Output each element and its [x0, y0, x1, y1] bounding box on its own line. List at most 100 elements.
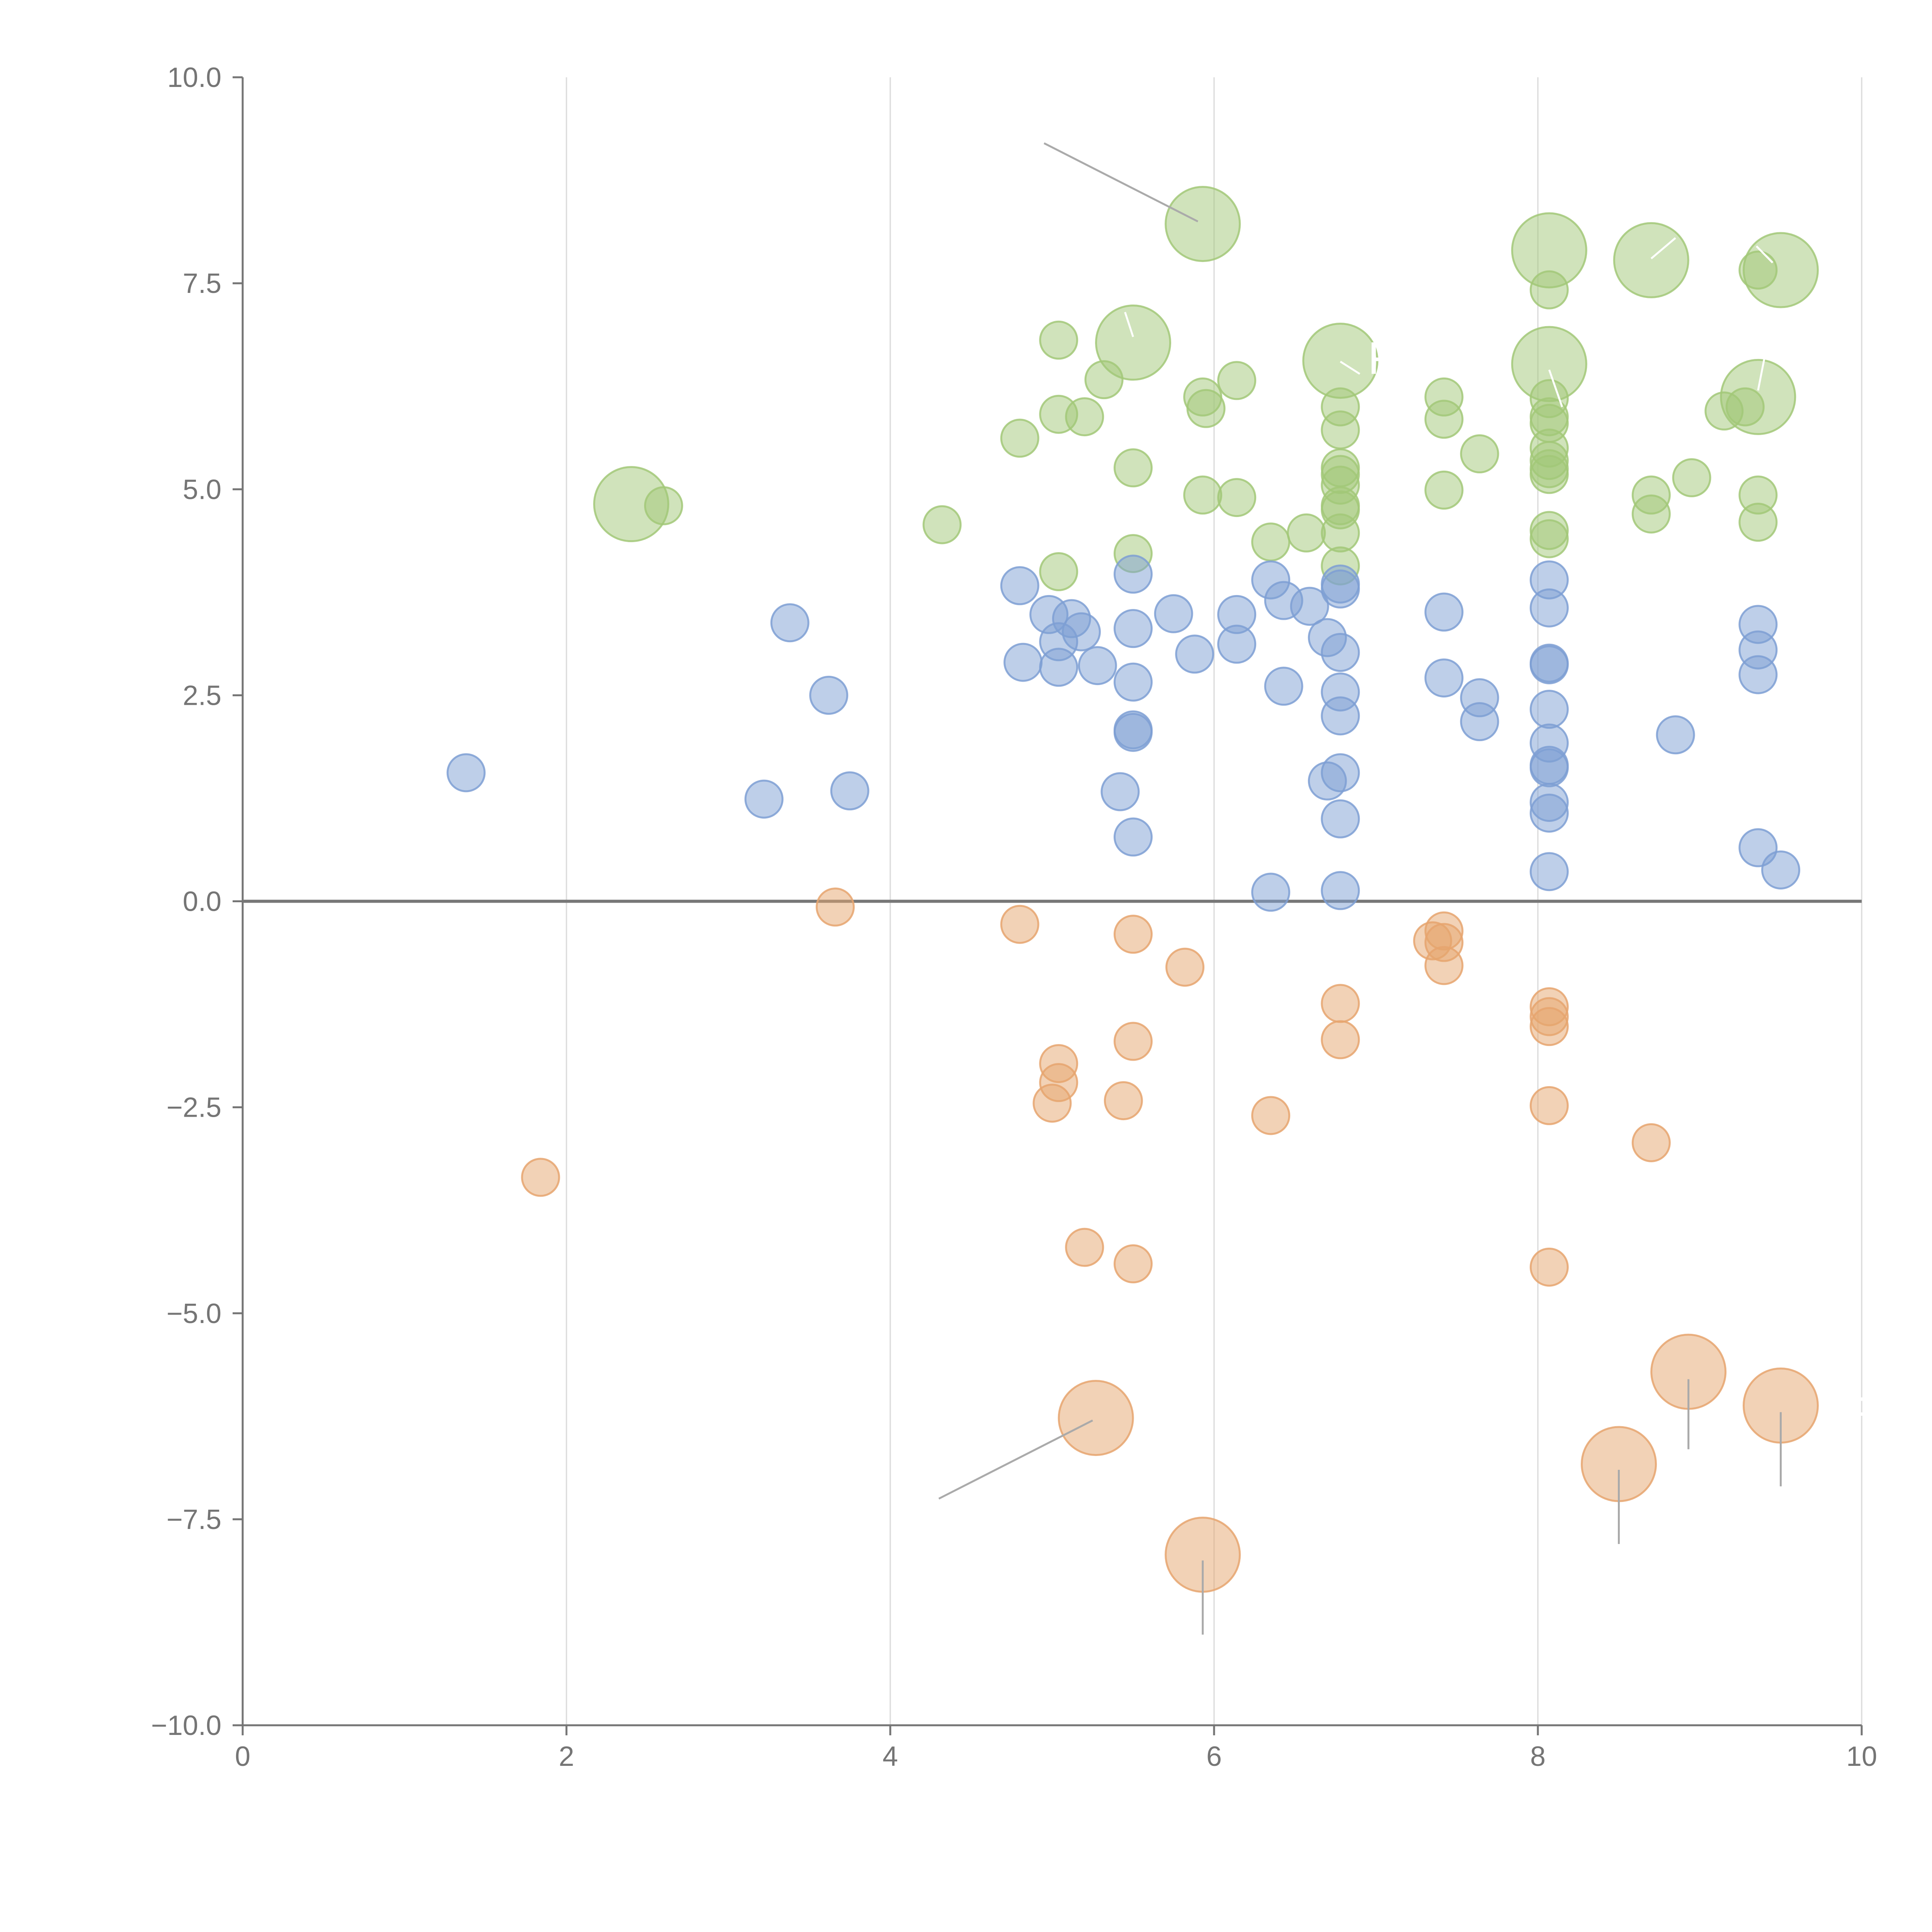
y-tick-label: 10.0 — [167, 62, 221, 93]
leader-line — [1340, 361, 1361, 375]
data-point-green — [1065, 397, 1104, 437]
data-point-green — [1424, 470, 1464, 510]
data-point-blue — [1114, 662, 1153, 702]
y-tick-label: 5.0 — [183, 474, 221, 505]
point-label: I — [1214, 1585, 1227, 1636]
series-blue — [446, 554, 1800, 912]
data-point-green — [1738, 250, 1778, 290]
data-point-orange — [1251, 1096, 1291, 1135]
data-point-blue — [1114, 554, 1153, 594]
data-point-blue — [1078, 646, 1117, 685]
data-point-blue — [1321, 871, 1360, 910]
y-tick-label: −2.5 — [167, 1092, 221, 1123]
data-point-orange — [1032, 1083, 1072, 1123]
data-point-orange — [1065, 1228, 1104, 1267]
data-point-orange — [1114, 1244, 1153, 1284]
data-point-orange — [1529, 1086, 1569, 1125]
data-point-blue — [1251, 872, 1291, 912]
data-point-blue — [1424, 658, 1464, 698]
data-point-orange — [1529, 1247, 1569, 1287]
leader-line — [1548, 369, 1563, 407]
data-point-orange — [1165, 947, 1205, 987]
data-point-green — [1631, 494, 1671, 534]
leader-line — [1757, 357, 1766, 391]
data-point-orange — [1424, 946, 1464, 985]
data-point-blue — [809, 675, 849, 715]
data-point-orange — [1114, 915, 1153, 954]
data-point-green — [1039, 320, 1078, 360]
x-tick-label: 4 — [883, 1741, 898, 1772]
data-point-blue — [1321, 696, 1360, 736]
data-point-green — [1321, 513, 1360, 553]
y-tick-label: −5.0 — [167, 1298, 221, 1329]
data-point-green — [1287, 513, 1326, 553]
data-point-blue — [1321, 799, 1360, 838]
data-point-green — [1186, 389, 1226, 428]
data-point-blue — [1290, 587, 1329, 626]
data-point-blue — [1738, 655, 1778, 694]
points-layer — [446, 186, 1819, 1593]
data-point-blue — [1761, 850, 1800, 889]
data-point-green — [1000, 418, 1039, 458]
y-tick-label: 0.0 — [183, 886, 221, 917]
data-point-blue — [1321, 633, 1360, 672]
data-point-orange — [1114, 1022, 1153, 1061]
data-point-orange — [521, 1158, 560, 1197]
data-point-blue — [1217, 624, 1257, 664]
series-orange — [521, 887, 1819, 1593]
data-point-blue — [1308, 761, 1347, 801]
data-point-green — [1165, 186, 1241, 262]
data-point-blue — [1039, 648, 1078, 687]
data-point-blue — [1529, 793, 1569, 833]
data-point-green — [1738, 503, 1778, 542]
data-point-blue — [1100, 772, 1140, 811]
data-point-blue — [446, 753, 486, 793]
point-label: KR — [1816, 1388, 1880, 1439]
data-point-blue — [770, 603, 810, 643]
data-point-green — [1529, 270, 1569, 310]
data-point-green — [1217, 361, 1257, 400]
leader-line — [1124, 311, 1134, 337]
data-point-blue — [1003, 643, 1043, 682]
data-point-green — [1529, 455, 1569, 494]
data-point-blue — [1529, 852, 1569, 891]
y-tick-label: −10.0 — [151, 1710, 221, 1741]
data-point-green — [1251, 522, 1291, 562]
data-point-green — [1613, 222, 1689, 298]
x-tick-label: 10 — [1846, 1741, 1877, 1772]
leader-line — [1043, 142, 1199, 223]
data-point-green — [922, 505, 962, 544]
data-point-green — [1302, 323, 1379, 399]
data-point-green — [1529, 519, 1569, 558]
data-point-orange — [1104, 1081, 1143, 1121]
data-point-orange — [1321, 1020, 1360, 1060]
x-tick-label: 6 — [1206, 1741, 1222, 1772]
data-point-green — [1424, 400, 1464, 439]
data-point-blue — [1175, 634, 1214, 674]
data-point-blue — [830, 771, 869, 811]
y-tick-label: 7.5 — [183, 268, 221, 299]
data-point-blue — [1656, 715, 1695, 755]
data-point-orange — [1321, 984, 1360, 1023]
data-point-green — [1460, 434, 1499, 474]
data-point-blue — [744, 779, 784, 819]
data-point-blue — [1114, 609, 1153, 648]
data-point-green — [1725, 387, 1765, 427]
data-point-green — [1321, 410, 1360, 450]
data-point-green — [1095, 304, 1171, 381]
data-point-blue — [1529, 588, 1569, 628]
data-point-green — [1183, 475, 1223, 515]
data-point-blue — [1154, 594, 1193, 633]
data-point-orange — [816, 887, 855, 927]
data-point-green — [1217, 478, 1257, 517]
data-point-blue — [1114, 817, 1153, 857]
axes-layer: 0 2 4 6 8 10 10.0 7.5 5.0 2.5 0.0 −2.5 −5.0 −7.5 −10.0 — [151, 62, 1877, 1772]
data-point-green — [1672, 458, 1711, 497]
y-tick-label: 2.5 — [183, 680, 221, 711]
data-point-green — [1114, 448, 1153, 488]
annotation-layer: F KR I — [938, 142, 1880, 1636]
x-tick-label: 2 — [559, 1741, 574, 1772]
data-point-green — [1039, 552, 1078, 591]
